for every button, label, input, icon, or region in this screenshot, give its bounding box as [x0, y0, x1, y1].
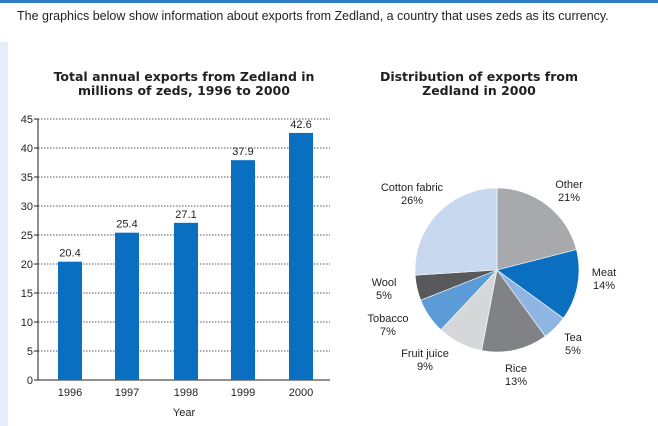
y-tick-label: 25: [21, 230, 33, 242]
pie-label-tea: Tea: [564, 332, 583, 344]
bar: [58, 261, 82, 380]
pie-percent-rice: 13%: [505, 376, 527, 388]
pie-slice-cotton-fabric: [414, 187, 498, 276]
y-tick-label: 15: [21, 288, 33, 300]
pie-percent-wool: 5%: [376, 290, 392, 302]
pie-percent-tea: 5%: [565, 345, 581, 357]
bar-chart-title: Total annual exports from Zedland in mil…: [34, 70, 334, 98]
x-axis-label: Year: [173, 407, 196, 419]
left-margin-strip: [0, 42, 8, 426]
bar: [174, 222, 198, 380]
pie-percent-cotton-fabric: 26%: [401, 195, 423, 207]
pie-label-wool: Wool: [372, 277, 397, 289]
y-tick-label: 45: [21, 114, 33, 126]
y-tick-label: 0: [27, 375, 33, 387]
pie-slice-meat: [496, 249, 580, 319]
bar: [289, 132, 313, 380]
pie-label-tobacco: Tobacco: [368, 313, 409, 325]
pie-label-other: Other: [555, 179, 583, 191]
y-tick-label: 20: [21, 259, 33, 271]
x-tick-label: 1996: [58, 387, 82, 399]
bar-value-label: 20.4: [59, 248, 80, 260]
x-tick-label: 1997: [115, 387, 139, 399]
pie-chart-title: Distribution of exports from Zedland in …: [354, 70, 604, 98]
pie-chart-title-line-2: Zedland in 2000: [422, 83, 536, 98]
bar-chart-title-line-2: millions of zeds, 1996 to 2000: [78, 83, 290, 98]
bar-value-label: 42.6: [290, 119, 311, 131]
pie-label-cotton-fabric: Cotton fabric: [381, 182, 444, 194]
pie-chart-title-line-1: Distribution of exports from: [379, 69, 579, 84]
y-tick-label: 40: [21, 143, 33, 155]
x-tick-label: 1999: [231, 387, 255, 399]
pie-label-rice: Rice: [505, 363, 527, 375]
pie-percent-other: 21%: [558, 192, 580, 204]
intro-text: The graphics below show information abou…: [17, 9, 609, 23]
y-tick-label: 35: [21, 172, 33, 184]
bar-value-label: 37.9: [232, 146, 253, 158]
y-tick-label: 5: [27, 346, 33, 358]
bar: [115, 232, 139, 380]
bar-value-label: 25.4: [116, 219, 137, 231]
pie-percent-meat: 14%: [593, 280, 615, 292]
pie-slice-rice: [481, 269, 546, 353]
bar-chart-title-line-1: Total annual exports from Zedland in: [53, 69, 315, 84]
bar: [231, 160, 255, 380]
x-tick-label: 2000: [289, 387, 313, 399]
y-tick-label: 30: [21, 201, 33, 213]
pie-percent-fruit-juice: 9%: [417, 361, 433, 373]
x-tick-label: 1998: [174, 387, 198, 399]
pie-slice-other: [496, 187, 577, 271]
top-accent-line: [0, 0, 658, 3]
pie-percent-tobacco: 7%: [380, 326, 396, 338]
y-tick-label: 10: [21, 317, 33, 329]
pie-label-fruit-juice: Fruit juice: [401, 348, 449, 360]
pie-label-meat: Meat: [592, 267, 616, 279]
bar-value-label: 27.1: [175, 209, 196, 221]
